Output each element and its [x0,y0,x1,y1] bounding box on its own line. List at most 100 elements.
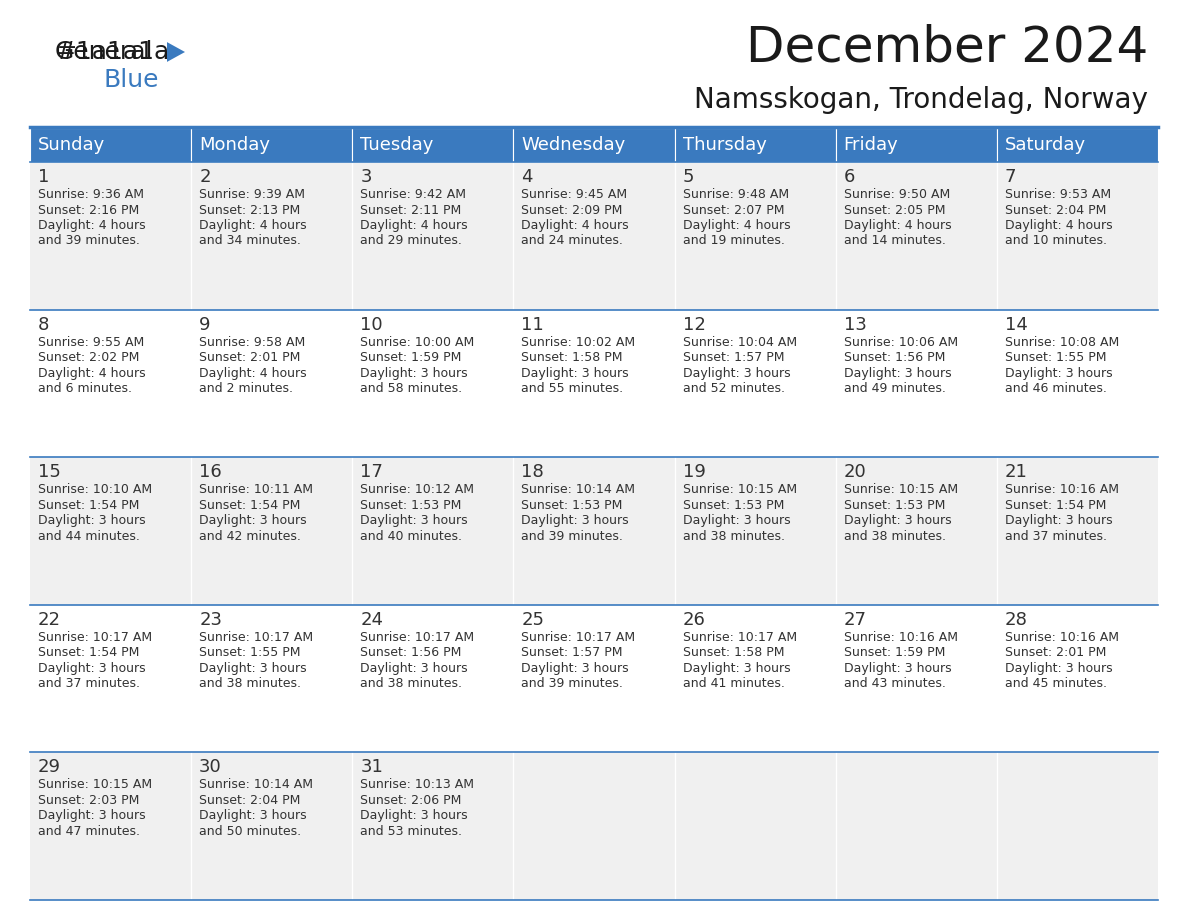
Text: 29: 29 [38,758,61,777]
Text: Daylight: 4 hours: Daylight: 4 hours [200,366,307,380]
Text: 11: 11 [522,316,544,333]
Text: Sunrise: 10:13 AM: Sunrise: 10:13 AM [360,778,474,791]
Text: Sunset: 2:16 PM: Sunset: 2:16 PM [38,204,139,217]
Text: and 41 minutes.: and 41 minutes. [683,677,784,690]
Text: Sunrise: 10:15 AM: Sunrise: 10:15 AM [38,778,152,791]
Text: Sunrise: 9:42 AM: Sunrise: 9:42 AM [360,188,466,201]
Text: 30: 30 [200,758,222,777]
Text: 20: 20 [843,464,866,481]
Text: Daylight: 3 hours: Daylight: 3 hours [843,662,952,675]
Text: Sunset: 2:01 PM: Sunset: 2:01 PM [1005,646,1106,659]
Bar [835,457,997,605]
Text: Daylight: 3 hours: Daylight: 3 hours [38,810,146,823]
Text: 2: 2 [200,168,210,186]
Text: Daylight: 3 hours: Daylight: 3 hours [522,366,630,380]
Text: Daylight: 3 hours: Daylight: 3 hours [38,662,146,675]
Bar [191,128,353,162]
Text: Sunrise: 10:14 AM: Sunrise: 10:14 AM [522,483,636,497]
Text: Daylight: 3 hours: Daylight: 3 hours [1005,366,1112,380]
Text: and 19 minutes.: and 19 minutes. [683,234,784,248]
Text: Sunrise: 9:55 AM: Sunrise: 9:55 AM [38,336,144,349]
Text: 10: 10 [360,316,383,333]
Text: 27: 27 [843,610,867,629]
Text: Sunset: 1:55 PM: Sunset: 1:55 PM [200,646,301,659]
Text: Sunset: 1:54 PM: Sunset: 1:54 PM [1005,498,1106,511]
Bar [513,162,675,309]
Text: Wednesday: Wednesday [522,136,626,154]
Text: December 2024: December 2024 [746,24,1148,72]
Bar [30,309,191,457]
Text: and 58 minutes.: and 58 minutes. [360,382,462,395]
Text: 4: 4 [522,168,533,186]
Text: Sunset: 1:54 PM: Sunset: 1:54 PM [200,498,301,511]
Text: Daylight: 3 hours: Daylight: 3 hours [683,662,790,675]
Bar [30,128,191,162]
Bar [513,128,675,162]
Text: and 38 minutes.: and 38 minutes. [200,677,301,690]
Bar [513,309,675,457]
Text: 15: 15 [38,464,61,481]
Text: and 6 minutes.: and 6 minutes. [38,382,132,395]
Text: Sunrise: 10:17 AM: Sunrise: 10:17 AM [38,631,152,644]
Text: 22: 22 [38,610,61,629]
Text: 9: 9 [200,316,210,333]
Text: Sunrise: 10:02 AM: Sunrise: 10:02 AM [522,336,636,349]
Text: 25: 25 [522,610,544,629]
Text: Daylight: 4 hours: Daylight: 4 hours [1005,219,1112,232]
Text: Sunset: 1:54 PM: Sunset: 1:54 PM [38,646,139,659]
Text: and 14 minutes.: and 14 minutes. [843,234,946,248]
Text: Sunrise: 10:04 AM: Sunrise: 10:04 AM [683,336,797,349]
Bar [997,309,1158,457]
Text: and 45 minutes.: and 45 minutes. [1005,677,1107,690]
Text: Sunrise: 10:00 AM: Sunrise: 10:00 AM [360,336,474,349]
Text: Sunrise: 10:17 AM: Sunrise: 10:17 AM [683,631,797,644]
Bar [675,128,835,162]
Text: Daylight: 3 hours: Daylight: 3 hours [522,662,630,675]
Text: 1: 1 [38,168,50,186]
Text: Daylight: 4 hours: Daylight: 4 hours [200,219,307,232]
Text: and 34 minutes.: and 34 minutes. [200,234,301,248]
Text: Daylight: 3 hours: Daylight: 3 hours [683,514,790,527]
Text: Daylight: 3 hours: Daylight: 3 hours [1005,662,1112,675]
Text: Sunset: 2:06 PM: Sunset: 2:06 PM [360,794,462,807]
Text: General: General [55,40,153,64]
Bar [353,128,513,162]
Text: Daylight: 4 hours: Daylight: 4 hours [843,219,952,232]
Text: 12: 12 [683,316,706,333]
Text: and 47 minutes.: and 47 minutes. [38,825,140,838]
Bar [997,457,1158,605]
Text: Sunrise: 10:14 AM: Sunrise: 10:14 AM [200,778,314,791]
Text: Sunset: 1:54 PM: Sunset: 1:54 PM [38,498,139,511]
Text: Sunrise: 9:36 AM: Sunrise: 9:36 AM [38,188,144,201]
Text: Sunrise: 10:06 AM: Sunrise: 10:06 AM [843,336,958,349]
Text: 6: 6 [843,168,855,186]
Text: Sunset: 2:01 PM: Sunset: 2:01 PM [200,351,301,364]
Text: Daylight: 4 hours: Daylight: 4 hours [683,219,790,232]
Text: 8: 8 [38,316,50,333]
Text: 21: 21 [1005,464,1028,481]
Text: Sunrise: 9:50 AM: Sunrise: 9:50 AM [843,188,950,201]
Text: Daylight: 3 hours: Daylight: 3 hours [1005,514,1112,527]
Text: Sunrise: 10:17 AM: Sunrise: 10:17 AM [360,631,474,644]
Text: Sunrise: 9:39 AM: Sunrise: 9:39 AM [200,188,305,201]
Text: 16: 16 [200,464,222,481]
Bar [353,753,513,900]
Text: and 29 minutes.: and 29 minutes. [360,234,462,248]
Text: and 39 minutes.: and 39 minutes. [522,677,624,690]
Text: 5: 5 [683,168,694,186]
Text: Daylight: 4 hours: Daylight: 4 hours [38,366,146,380]
Text: Sunrise: 10:16 AM: Sunrise: 10:16 AM [843,631,958,644]
Text: #1a1a1a: #1a1a1a [55,40,169,64]
Bar [513,753,675,900]
Bar [997,162,1158,309]
Text: Sunrise: 10:17 AM: Sunrise: 10:17 AM [200,631,314,644]
Text: and 44 minutes.: and 44 minutes. [38,530,140,543]
Bar [513,605,675,753]
Text: Sunrise: 10:16 AM: Sunrise: 10:16 AM [1005,483,1119,497]
Bar [997,605,1158,753]
Polygon shape [168,42,185,62]
Text: 3: 3 [360,168,372,186]
Text: and 55 minutes.: and 55 minutes. [522,382,624,395]
Text: Sunset: 1:57 PM: Sunset: 1:57 PM [522,646,623,659]
Text: Sunset: 1:53 PM: Sunset: 1:53 PM [843,498,946,511]
